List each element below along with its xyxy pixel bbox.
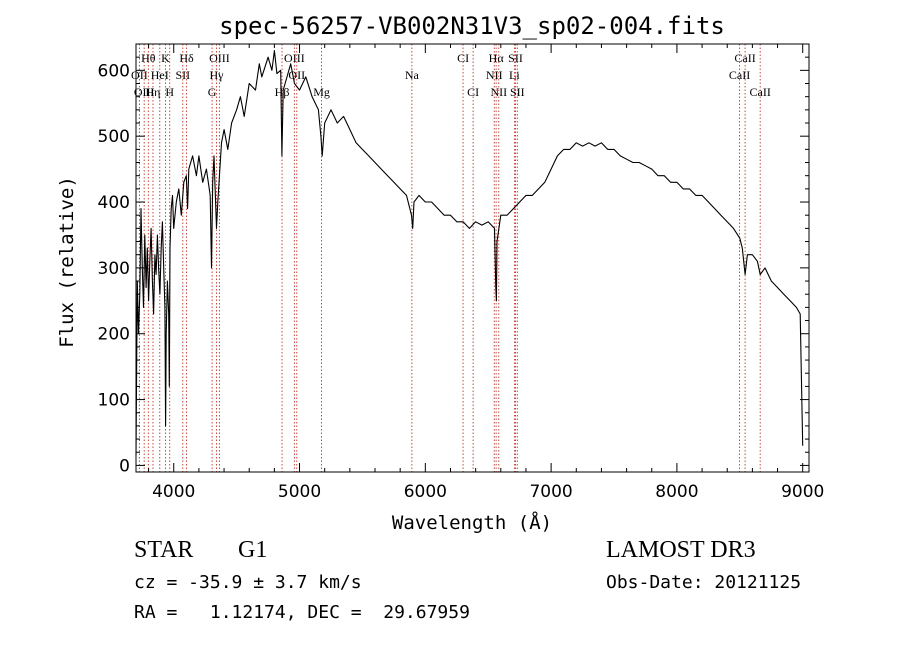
radial-velocity: cz = -35.9 ± 3.7 km/s xyxy=(134,572,362,593)
line-label: Hβ xyxy=(275,85,290,99)
object-type: STAR xyxy=(134,537,194,563)
spectral-subclass: G1 xyxy=(238,537,268,563)
line-label: SII xyxy=(508,51,523,65)
line-label: Hα xyxy=(489,51,505,65)
line-label: SII xyxy=(175,68,190,82)
line-label: OII xyxy=(131,68,148,82)
line-label: Na xyxy=(405,68,420,82)
y-tick-label: 300 xyxy=(98,259,130,279)
line-label: Hη xyxy=(146,85,161,99)
y-tick-label: 200 xyxy=(98,325,130,345)
observation-date: Obs-Date: 20121125 xyxy=(606,572,802,593)
line-label: Li xyxy=(509,68,520,82)
line-label: SII xyxy=(510,85,525,99)
line-label: NII xyxy=(486,68,503,82)
line-label: OIII xyxy=(209,51,230,65)
x-tick-label: 6000 xyxy=(404,482,447,502)
line-label: G xyxy=(208,85,217,99)
line-label: HeI xyxy=(151,68,169,82)
line-label: OII xyxy=(288,68,305,82)
line-label: CaII xyxy=(750,85,771,99)
y-tick-label: 600 xyxy=(98,61,130,81)
line-label: OIII xyxy=(284,51,305,65)
x-tick-label: 7000 xyxy=(529,482,572,502)
sky-coordinates: RA = 1.12174, DEC = 29.67959 xyxy=(134,602,470,623)
y-tick-label: 500 xyxy=(98,127,130,147)
series-layer xyxy=(135,50,804,456)
line-label: Hδ xyxy=(179,51,194,65)
line-label: Hθ xyxy=(141,51,156,65)
x-tick-label: 4000 xyxy=(152,482,195,502)
line-label: Hγ xyxy=(210,68,225,82)
x-axis-label: Wavelength (Å) xyxy=(392,511,552,534)
line-label: CaII xyxy=(734,51,755,65)
emission-line-markers xyxy=(138,44,761,472)
y-tick-label: 400 xyxy=(98,193,130,213)
chart-title: spec-56257-VB002N31V3_sp02-004.fits xyxy=(219,12,725,40)
line-label: CI xyxy=(467,85,479,99)
line-label: CI xyxy=(457,51,469,65)
x-tick-label: 9000 xyxy=(781,482,824,502)
y-tick-label: 0 xyxy=(119,456,130,476)
x-tick-label: 5000 xyxy=(278,482,321,502)
survey-name: LAMOST DR3 xyxy=(606,537,756,563)
line-label: H xyxy=(165,85,174,99)
line-label: NII xyxy=(490,85,507,99)
line-label: CaII xyxy=(729,68,750,82)
y-tick-label: 100 xyxy=(98,391,130,411)
plot-frame xyxy=(135,43,810,473)
line-label: OIII xyxy=(134,85,155,99)
line-label: K xyxy=(161,51,170,65)
line-label: Mg xyxy=(313,85,330,99)
x-axis-ticks: 4000 5000 6000 7000 8000 9000 xyxy=(148,44,824,502)
y-axis-label: Flux (relative) xyxy=(56,176,78,348)
y-axis-ticks: 0 100 200 300 400 500 600 xyxy=(98,56,809,476)
x-tick-label: 8000 xyxy=(655,482,698,502)
spectrum-line xyxy=(135,50,804,456)
